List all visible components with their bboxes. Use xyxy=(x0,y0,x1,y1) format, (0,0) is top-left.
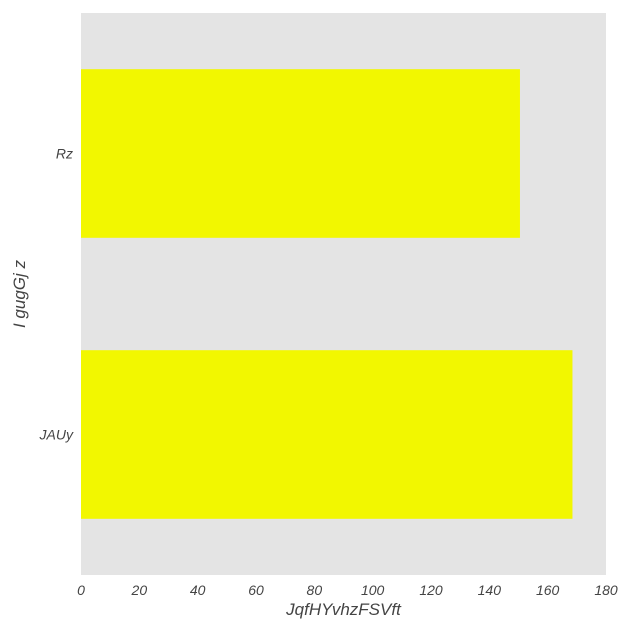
bars-group xyxy=(81,69,573,519)
x-tick-label: 100 xyxy=(361,582,385,598)
y-tick-label: JAUy xyxy=(39,427,74,443)
x-tick-label: 60 xyxy=(248,582,264,598)
bar-jauy xyxy=(81,350,573,519)
x-tick-labels: 0 20 40 60 80 100 120 140 160 180 xyxy=(77,582,618,598)
x-tick-label: 20 xyxy=(131,582,148,598)
x-axis-title: JqfHYvhzFSVft xyxy=(285,600,402,619)
x-tick-label: 160 xyxy=(536,582,560,598)
x-tick-label: 80 xyxy=(307,582,323,598)
bar-rz xyxy=(81,69,520,238)
x-tick-label: 140 xyxy=(478,582,502,598)
y-tick-label: Rz xyxy=(56,146,73,162)
x-tick-label: 40 xyxy=(190,582,206,598)
y-tick-labels: Rz JAUy xyxy=(39,146,74,443)
y-axis-title: I gugGj z xyxy=(10,259,29,328)
x-tick-label: 0 xyxy=(77,582,85,598)
x-tick-label: 180 xyxy=(594,582,618,598)
x-tick-label: 120 xyxy=(419,582,443,598)
